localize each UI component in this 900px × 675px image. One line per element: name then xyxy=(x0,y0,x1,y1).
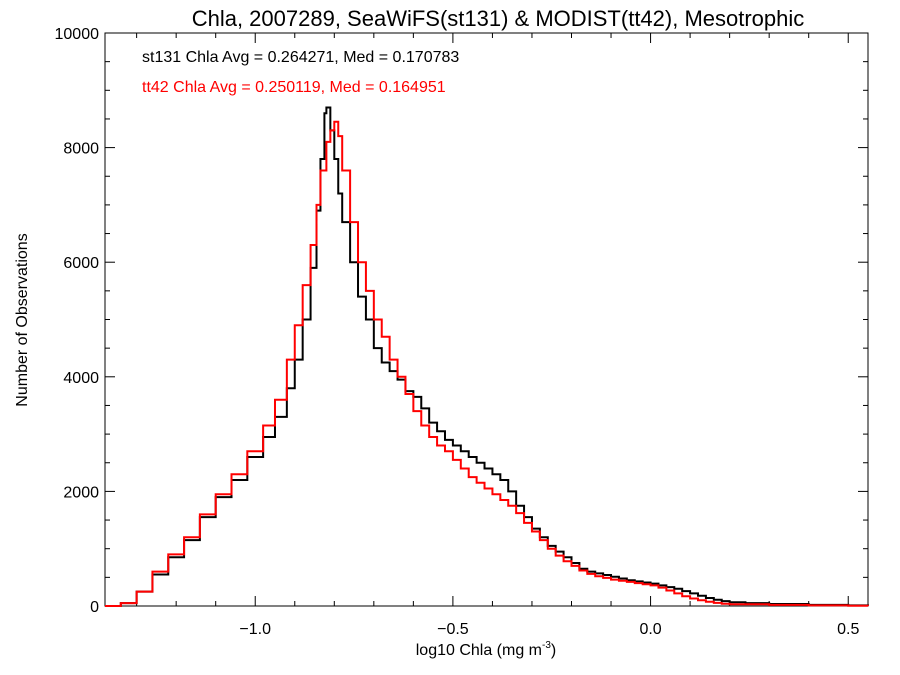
y-tick-label: 4000 xyxy=(63,370,99,387)
x-tick-label: −0.5 xyxy=(437,621,469,638)
x-tick-label: 0.5 xyxy=(837,621,859,638)
x-axis-label-close: ) xyxy=(551,642,556,659)
series-st131-line xyxy=(105,106,869,607)
series-tt42-line xyxy=(105,120,869,607)
x-axis-label-main: log10 Chla (mg m xyxy=(416,642,542,659)
y-tick-label: 6000 xyxy=(63,255,99,272)
y-tick-label: 0 xyxy=(90,599,99,616)
x-tick-label: −1.0 xyxy=(239,621,271,638)
st131-stats-annotation: st131 Chla Avg = 0.264271, Med = 0.17078… xyxy=(142,49,459,66)
y-tick-label: 8000 xyxy=(63,141,99,158)
x-tick-label: 0.0 xyxy=(639,621,661,638)
plot-frame xyxy=(104,32,869,607)
y-axis-ticks: 0 2000 4000 6000 8000 10000 xyxy=(55,26,868,616)
y-axis-label: Number of Observations xyxy=(14,233,31,406)
x-axis-label-superscript: -3 xyxy=(542,640,551,651)
series-layer xyxy=(105,106,869,607)
y-tick-label: 10000 xyxy=(55,26,100,43)
tt42-stats-annotation: tt42 Chla Avg = 0.250119, Med = 0.164951 xyxy=(142,79,446,96)
x-axis-label: log10 Chla (mg m-3) xyxy=(416,640,557,659)
y-tick-label: 2000 xyxy=(63,484,99,501)
chart-title: Chla, 2007289, SeaWiFS(st131) & MODIST(t… xyxy=(192,6,805,31)
x-axis-ticks: −1.0 −0.5 0.0 0.5 xyxy=(136,33,859,638)
